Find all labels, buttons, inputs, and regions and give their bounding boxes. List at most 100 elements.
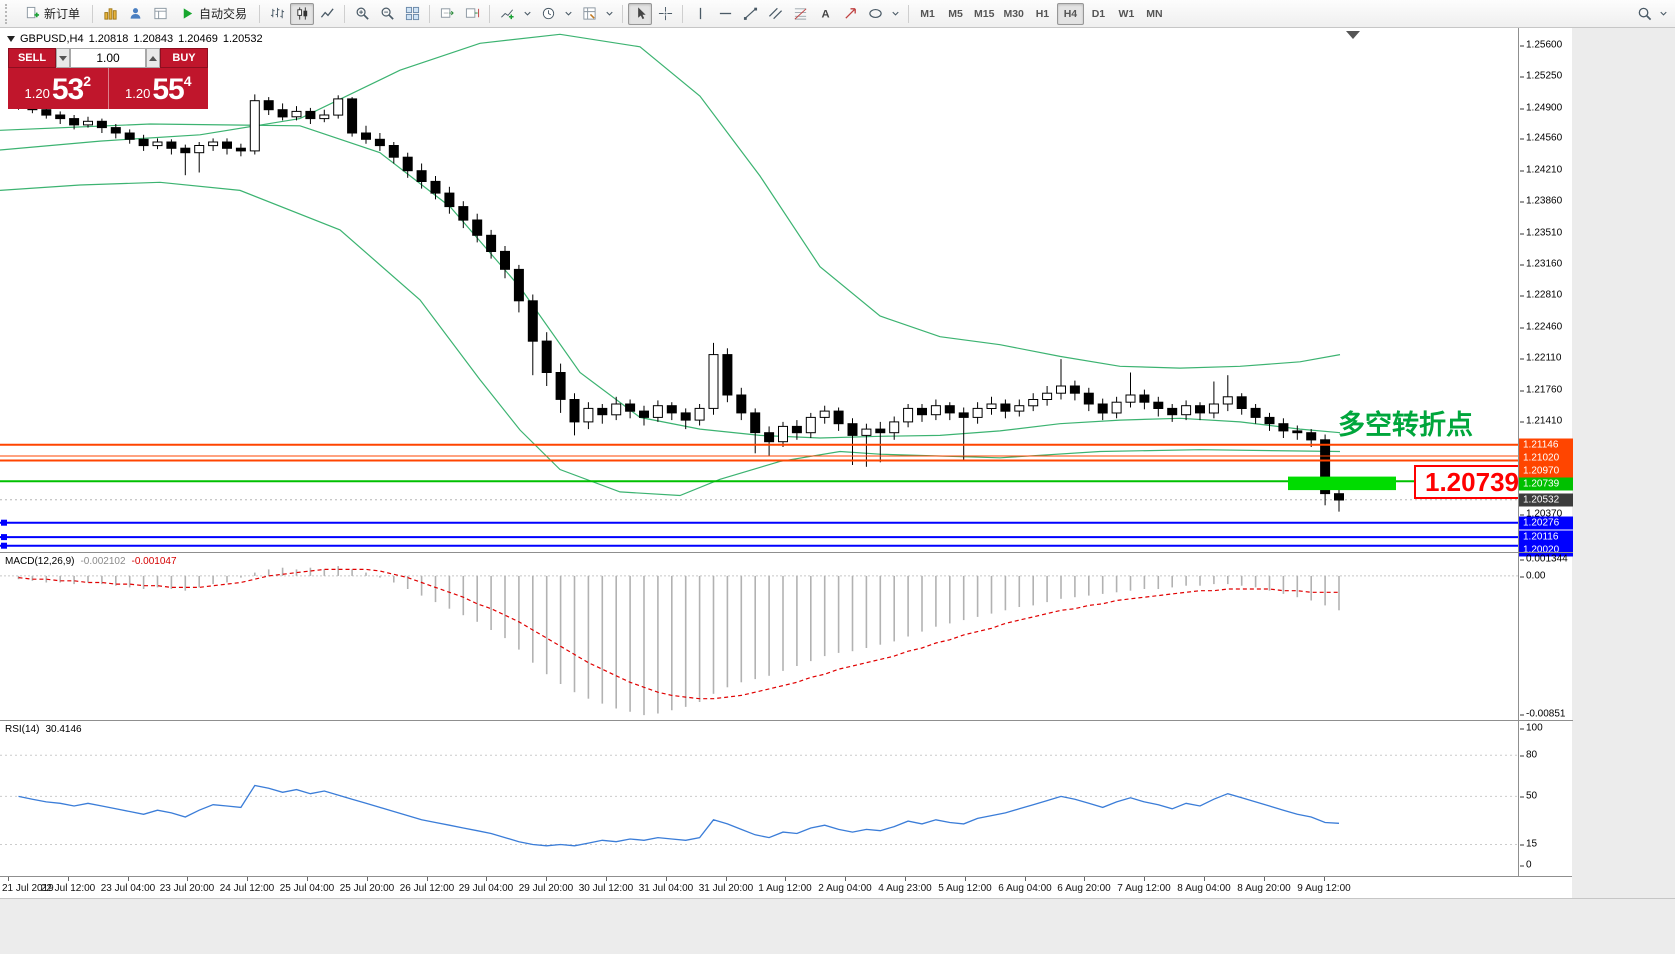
time-axis-label: 21 Jul 2019 [2, 883, 54, 894]
crosshair-button[interactable] [653, 3, 677, 25]
volume-increase-button[interactable] [146, 48, 160, 68]
time-axis-tick [785, 877, 786, 881]
new-order-button[interactable]: 新订单 [18, 3, 87, 25]
autotrading-button[interactable]: 自动交易 [173, 3, 254, 25]
macd-pane[interactable]: MACD(12,26,9) -0.002102 -0.001047 [0, 552, 1518, 720]
macd-signal-line [18, 568, 1339, 700]
sell-button[interactable]: SELL [8, 48, 56, 68]
chart-bars-button[interactable] [265, 3, 289, 25]
shapes-button[interactable] [863, 3, 887, 25]
candle [889, 416, 900, 440]
auto-scroll-icon [440, 6, 455, 21]
time-axis-tick [666, 877, 667, 881]
shapes-menu-button[interactable] [888, 3, 903, 25]
volume-decrease-button[interactable] [56, 48, 70, 68]
indicators-menu-button[interactable] [520, 3, 535, 25]
vertical-line-button[interactable] [688, 3, 712, 25]
channel-button[interactable] [763, 3, 787, 25]
zoom-out-button[interactable] [375, 3, 399, 25]
templates-button[interactable] [577, 3, 601, 25]
candle [708, 342, 719, 415]
market-watch-button[interactable] [148, 3, 172, 25]
price-tag: 1.20116 [1519, 530, 1573, 544]
cursor-button[interactable] [628, 2, 653, 25]
auto-scroll-button[interactable] [435, 3, 459, 25]
chart-candles-button[interactable] [290, 2, 315, 25]
horizontal-line-button[interactable] [713, 3, 737, 25]
price-callout[interactable]: 1.20739 [1414, 465, 1530, 499]
price-axis[interactable]: 1.25600 1.25250 1.24900 1.24560 1.24210 1.238… [1518, 28, 1573, 876]
cursor-icon [633, 6, 648, 21]
price-tag: 1.20532 [1519, 493, 1573, 507]
candle [666, 402, 677, 421]
timeframe-h4-button[interactable]: H4 [1056, 2, 1084, 25]
main-toolbar: 新订单 自动交易 [0, 0, 1675, 28]
candle [541, 332, 552, 386]
line-anchor-handle[interactable] [1, 542, 7, 549]
rsi-label: RSI(14) 30.4146 [5, 724, 82, 735]
tile-windows-button[interactable] [400, 3, 424, 25]
zoom-in-button[interactable] [350, 3, 374, 25]
profiles-button[interactable] [123, 3, 147, 25]
text-tool-button[interactable]: A [813, 3, 837, 25]
search-button[interactable] [1632, 3, 1656, 25]
buy-price-button[interactable]: 1.20 55 4 [108, 68, 208, 109]
buy-button[interactable]: BUY [160, 48, 208, 68]
periods-menu-button[interactable] [561, 3, 576, 25]
time-axis[interactable]: 21 Jul 2019 22 Jul 12:00 23 Jul 04:00 23 Ju… [0, 876, 1572, 898]
bollinger-upper [0, 33, 1341, 369]
timeframe-m1-button[interactable]: M1 [914, 3, 941, 25]
window-bottom-gutter [0, 898, 1675, 954]
candle [235, 143, 246, 157]
price-tag: 1.21020 [1519, 451, 1573, 465]
price-chart-pane[interactable]: GBPUSD,H4 1.20818 1.20843 1.20469 1.2053… [0, 28, 1530, 552]
timeframe-mn-button[interactable]: MN [1141, 3, 1168, 25]
chart-line-button[interactable] [315, 3, 339, 25]
toolbar-grip[interactable] [5, 3, 13, 24]
timeframe-m15-button[interactable]: M15 [970, 3, 998, 25]
fibonacci-button[interactable] [788, 3, 812, 25]
sell-price-button[interactable]: 1.20 53 2 [8, 68, 109, 109]
candle [55, 111, 66, 124]
toolbar-overflow-button[interactable] [1656, 3, 1671, 25]
candle [625, 399, 636, 419]
candle [374, 133, 385, 151]
timeframe-w1-button[interactable]: W1 [1113, 3, 1140, 25]
candle [277, 103, 288, 121]
indicators-button[interactable] [495, 3, 519, 25]
periods-button[interactable] [536, 3, 560, 25]
volume-input[interactable] [70, 48, 146, 68]
charts-button[interactable] [98, 3, 122, 25]
candle [1208, 381, 1219, 419]
timeframe-m5-button[interactable]: M5 [942, 3, 969, 25]
price-axis-tick: 1.22110 [1519, 352, 1562, 364]
chart-shift-button[interactable] [460, 3, 484, 25]
candle [583, 402, 594, 430]
timeframe-d1-button[interactable]: D1 [1085, 3, 1112, 25]
symbol-info-marker [7, 36, 15, 42]
candle [69, 115, 80, 130]
trendline-button[interactable] [738, 3, 762, 25]
templates-menu-button[interactable] [602, 3, 617, 25]
toolbar-separator [622, 4, 624, 23]
highlight-box[interactable] [1288, 476, 1396, 491]
arrows-tool-button[interactable] [838, 3, 862, 25]
search-icon [1637, 6, 1652, 21]
chart-shift-marker[interactable] [1346, 31, 1360, 39]
price-axis-tick: 1.25250 [1519, 70, 1563, 82]
timeframe-m30-button[interactable]: M30 [999, 3, 1027, 25]
line-anchor-handle[interactable] [1, 519, 7, 526]
time-axis-label: 8 Aug 04:00 [1177, 883, 1231, 894]
line-anchor-handle[interactable] [1, 534, 7, 541]
chart-annotation-text[interactable]: 多空转折点 [1338, 410, 1473, 440]
time-axis-label: 6 Aug 04:00 [998, 883, 1052, 894]
time-axis-label: 31 Jul 04:00 [638, 883, 694, 894]
timeframe-h1-button[interactable]: H1 [1029, 3, 1056, 25]
symbol-low: 1.20469 [178, 33, 218, 45]
price-chart-canvas[interactable] [0, 28, 1518, 552]
buy-price-big: 55 [152, 73, 184, 106]
autotrading-label: 自动交易 [199, 7, 248, 21]
rsi-pane[interactable]: RSI(14) 30.4146 [0, 720, 1518, 876]
candle [180, 144, 191, 176]
